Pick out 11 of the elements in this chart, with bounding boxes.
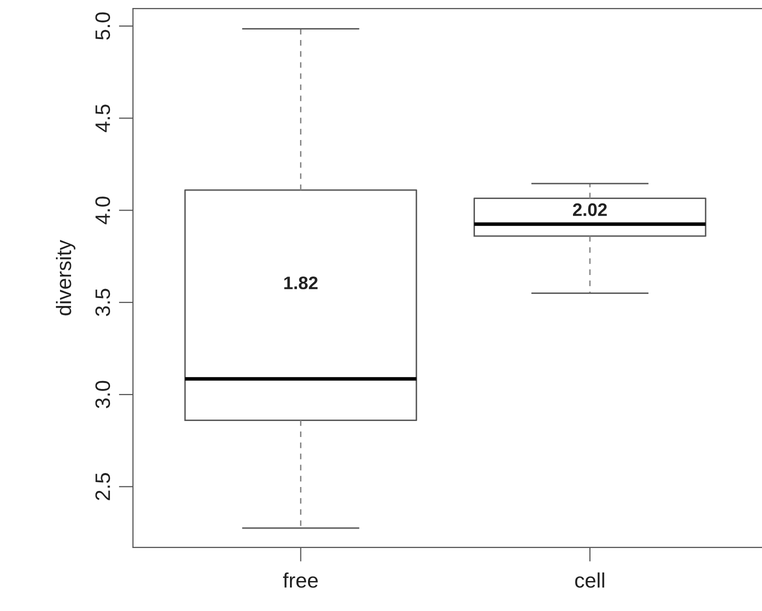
y-tick-label: 5.0 <box>95 12 110 40</box>
y-tick-label: 4.0 <box>95 196 110 224</box>
annotation: 2.02 <box>572 203 607 216</box>
y-tick-label: 4.5 <box>96 104 110 132</box>
x-tick-label: cell <box>575 572 604 588</box>
x-tick-label: free <box>283 572 318 588</box>
y-tick-label: 2.5 <box>95 473 110 500</box>
annotation: 1.82 <box>284 276 318 290</box>
y-tick-label: 3.5 <box>95 288 110 316</box>
y-axis-title: diversity <box>56 240 76 316</box>
y-tick-label: 3.0 <box>95 380 110 408</box>
